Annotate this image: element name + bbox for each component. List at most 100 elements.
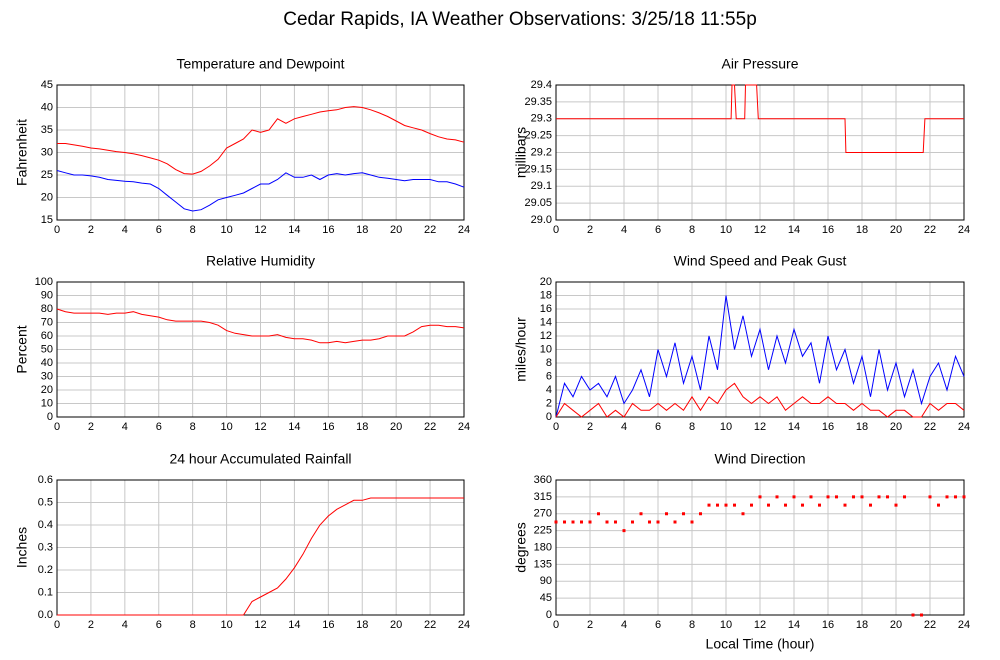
x-tick-label: 12 [254, 421, 266, 433]
x-tick-label: 8 [689, 619, 695, 631]
y-tick-label: 30 [41, 370, 53, 382]
y-tick-label: 20 [41, 384, 53, 396]
x-tick-label: 2 [587, 619, 593, 631]
y-axis-label: degrees [513, 522, 529, 573]
x-tick-label: 18 [856, 224, 868, 236]
data-point [563, 520, 566, 524]
x-tick-label: 24 [458, 224, 470, 236]
data-point [665, 512, 668, 516]
x-tick-label: 20 [390, 421, 402, 433]
data-point [656, 520, 660, 524]
x-tick-label: 20 [390, 619, 402, 631]
x-tick-label: 6 [156, 224, 162, 236]
x-tick-label: 10 [720, 421, 732, 433]
x-tick-label: 8 [190, 224, 196, 236]
y-tick-label: 100 [35, 276, 53, 288]
x-tick-label: 2 [88, 224, 94, 236]
y-tick-label: 0 [47, 411, 53, 423]
plot-frame [56, 281, 465, 418]
y-tick-label: 18 [540, 289, 552, 301]
x-tick-label: 8 [689, 421, 695, 433]
data-line [556, 84, 964, 153]
y-tick-label: 0 [546, 411, 552, 423]
x-tick-label: 20 [890, 224, 902, 236]
x-tick-label: 0 [54, 619, 60, 631]
x-tick-label: 24 [958, 619, 970, 631]
x-tick-label: 18 [856, 421, 868, 433]
x-tick-label: 22 [424, 224, 436, 236]
data-point [911, 613, 915, 617]
data-point [580, 520, 583, 524]
data-point [852, 495, 855, 499]
x-tick-label: 24 [458, 619, 470, 631]
x-tick-label: 6 [156, 619, 162, 631]
main-title: Cedar Rapids, IA Weather Observations: 3… [283, 9, 757, 30]
x-tick-label: 10 [720, 224, 732, 236]
x-tick-label: 14 [788, 421, 800, 433]
y-tick-label: 0.5 [38, 496, 53, 508]
x-tick-label: 8 [190, 421, 196, 433]
data-point [945, 495, 949, 499]
y-tick-label: 4 [546, 384, 552, 396]
y-tick-label: 12 [540, 330, 552, 342]
y-tick-label: 0.2 [38, 564, 53, 576]
x-tick-label: 20 [890, 421, 902, 433]
x-tick-label: 10 [220, 224, 232, 236]
x-tick-label: 10 [720, 619, 732, 631]
y-tick-label: 90 [540, 575, 552, 587]
plot-frame [555, 479, 965, 616]
y-tick-label: 30 [41, 146, 53, 158]
y-tick-label: 29.25 [524, 130, 552, 142]
data-point [699, 512, 702, 516]
data-point [920, 613, 923, 617]
x-tick-label: 18 [356, 619, 368, 631]
x-tick-label: 10 [220, 619, 232, 631]
x-tick-label: 14 [288, 421, 300, 433]
x-tick-label: 14 [288, 619, 300, 631]
data-point [588, 520, 592, 524]
data-point [733, 503, 736, 507]
x-tick-label: 6 [655, 421, 661, 433]
data-point [826, 495, 830, 499]
data-point [809, 495, 813, 499]
y-tick-label: 25 [41, 169, 53, 181]
y-tick-label: 60 [41, 330, 53, 342]
x-tick-label: 2 [587, 224, 593, 236]
y-axis-label: Inches [14, 527, 30, 568]
x-tick-label: 20 [390, 224, 402, 236]
y-tick-label: 35 [41, 124, 53, 136]
y-tick-label: 8 [546, 357, 552, 369]
data-point [860, 495, 864, 499]
x-tick-label: 24 [958, 224, 970, 236]
data-point [690, 520, 694, 524]
y-tick-label: 50 [41, 343, 53, 355]
y-tick-label: 29.1 [531, 180, 552, 192]
y-tick-label: 180 [534, 541, 552, 553]
y-tick-label: 10 [41, 397, 53, 409]
y-tick-label: 20 [540, 276, 552, 288]
y-tick-label: 0.6 [38, 474, 53, 486]
y-tick-label: 45 [41, 79, 53, 91]
y-tick-label: 10 [540, 343, 552, 355]
x-tick-label: 12 [254, 619, 266, 631]
data-point [605, 520, 609, 524]
data-point [818, 503, 821, 507]
data-point [682, 512, 685, 516]
data-point [801, 503, 804, 507]
chart-title: 24 hour Accumulated Rainfall [169, 451, 351, 467]
y-tick-label: 0.4 [38, 519, 53, 531]
y-tick-label: 135 [534, 558, 552, 570]
chart-title: Wind Speed and Peak Gust [674, 253, 847, 269]
x-tick-label: 4 [621, 224, 627, 236]
data-point [877, 495, 881, 499]
data-point [571, 520, 575, 524]
x-tick-label: 24 [458, 421, 470, 433]
data-point [639, 512, 643, 516]
data-point [673, 520, 677, 524]
y-tick-label: 29.05 [524, 197, 552, 209]
x-tick-label: 0 [553, 224, 559, 236]
y-tick-label: 0.0 [38, 609, 53, 621]
x-tick-label: 18 [856, 619, 868, 631]
x-tick-label: 16 [822, 619, 834, 631]
plot-frame [555, 84, 965, 221]
